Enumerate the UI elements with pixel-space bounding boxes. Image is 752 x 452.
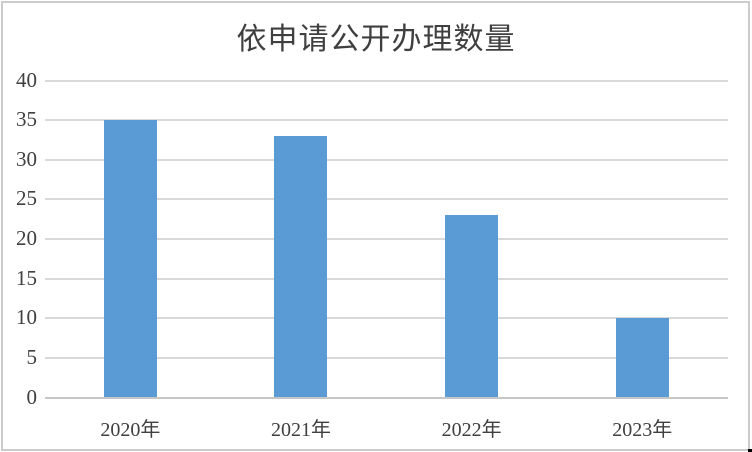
gridline bbox=[45, 356, 728, 359]
x-tick-label: 2020年 bbox=[100, 419, 161, 441]
corner-artifact bbox=[748, 449, 752, 452]
gridline bbox=[45, 198, 728, 201]
x-tick-label: 2022年 bbox=[441, 419, 502, 441]
bar-2020年 bbox=[103, 120, 157, 398]
y-tick-label: 10 bbox=[16, 305, 37, 330]
y-tick-label: 20 bbox=[16, 226, 37, 251]
gridline bbox=[45, 238, 728, 240]
y-tick-label: 15 bbox=[16, 265, 37, 290]
gridline bbox=[45, 158, 728, 161]
bar-2022年 bbox=[445, 215, 499, 398]
bar-2021年 bbox=[274, 135, 328, 398]
y-tick-label: 25 bbox=[16, 186, 37, 211]
gridline bbox=[45, 119, 728, 122]
y-tick-label: 5 bbox=[26, 344, 38, 369]
y-tick-label: 35 bbox=[16, 107, 37, 132]
chart-title: 依申请公开办理数量 bbox=[236, 23, 516, 56]
gridline bbox=[45, 79, 728, 82]
y-tick-label: 40 bbox=[16, 67, 37, 92]
bar-2023年 bbox=[615, 318, 669, 398]
y-tick-label: 30 bbox=[16, 146, 37, 171]
x-tick-label: 2023年 bbox=[612, 419, 673, 441]
y-tick-label: 0 bbox=[26, 384, 38, 409]
gridline bbox=[45, 317, 728, 320]
gridline bbox=[45, 277, 728, 280]
x-tick-label: 2021年 bbox=[270, 419, 331, 441]
x-axis-line bbox=[45, 396, 728, 399]
